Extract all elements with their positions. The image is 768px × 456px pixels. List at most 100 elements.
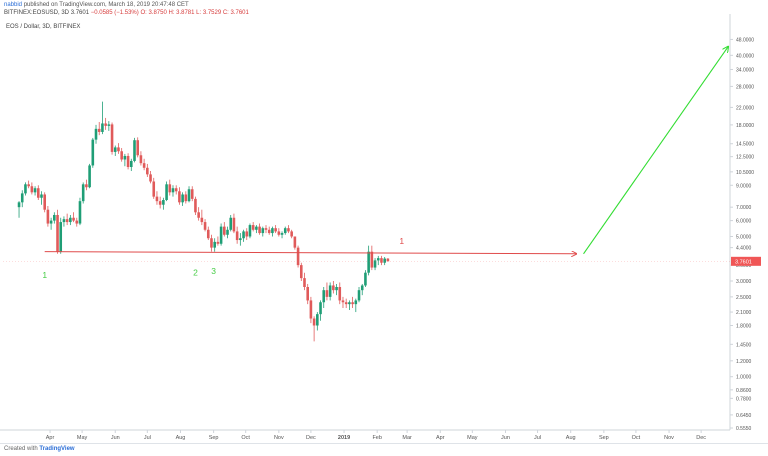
candle-body — [123, 155, 127, 160]
candle-body — [117, 147, 120, 152]
candle — [226, 226, 229, 239]
y-tick-label: 0.5550 — [736, 426, 752, 432]
candle-body — [97, 128, 101, 132]
candle-body — [287, 228, 290, 232]
candle — [316, 312, 319, 331]
candle — [43, 192, 46, 213]
annotation-label-3: 3 — [211, 266, 216, 276]
candle — [267, 226, 271, 235]
candles — [17, 101, 390, 342]
candle-body — [136, 140, 140, 156]
candle — [348, 300, 351, 311]
candle-body — [171, 188, 175, 193]
candle — [354, 298, 358, 313]
y-tick-label: 7.0000 — [736, 205, 752, 211]
candle — [181, 192, 184, 206]
candle — [27, 180, 30, 189]
current-price-label: 3.7601 — [735, 259, 752, 265]
candle — [158, 196, 162, 209]
candle — [338, 282, 342, 305]
candle-body — [258, 226, 261, 234]
candle — [194, 196, 197, 215]
candle — [235, 226, 239, 244]
x-tick-label: 2019 — [338, 435, 350, 441]
publisher-name[interactable]: nabbid — [4, 2, 23, 8]
candle-body — [104, 123, 107, 126]
candle — [197, 207, 200, 221]
candle-body — [40, 194, 43, 198]
symbol-line: BITFINEX:EOSUSD, 3D 3.7601 −0.0585 (−1.5… — [4, 10, 249, 16]
candle — [325, 282, 329, 301]
candle — [277, 228, 281, 237]
candle — [178, 187, 181, 205]
candle-body — [155, 196, 159, 202]
candle — [40, 191, 43, 205]
candle — [117, 143, 120, 154]
candle — [364, 270, 367, 288]
candle-body — [62, 219, 66, 223]
candle — [328, 282, 332, 301]
candle-body — [274, 228, 277, 232]
candle-body — [348, 302, 351, 305]
candle — [30, 182, 34, 195]
annotations: 1 2 3 1 3.7601 — [3, 47, 761, 280]
candle-body — [200, 217, 204, 223]
candle — [165, 181, 168, 202]
projection-arrow — [583, 47, 728, 255]
symbol-name: BITFINEX:EOSUSD, 3D — [4, 10, 70, 16]
x-tick-label: Apr — [436, 435, 445, 441]
candle — [322, 287, 326, 309]
candle — [91, 137, 95, 168]
candle — [203, 219, 207, 232]
candle-body — [197, 212, 200, 218]
candle-body — [91, 139, 95, 166]
candle-body — [299, 265, 303, 279]
candle — [85, 179, 88, 191]
candle-body — [72, 217, 75, 221]
candle — [72, 212, 75, 223]
candle-body — [319, 302, 322, 315]
candle — [146, 163, 149, 177]
x-tick-label: Apr — [46, 435, 55, 441]
candle — [373, 258, 377, 271]
tradingview-logo-text[interactable]: TradingView — [39, 446, 75, 452]
candle — [229, 214, 233, 232]
candle-body — [113, 147, 117, 152]
candle-body — [120, 151, 123, 160]
candle — [383, 257, 386, 266]
candle — [78, 197, 82, 226]
candle — [65, 213, 69, 226]
annotation-label-1: 1 — [42, 270, 47, 280]
candle — [360, 283, 364, 296]
candle — [53, 212, 56, 224]
candle-body — [360, 285, 364, 291]
candle — [239, 233, 242, 246]
candle — [351, 296, 354, 309]
y-tick-label: 2.1000 — [736, 310, 752, 316]
candle — [290, 229, 293, 239]
y-tick-label: 0.7800 — [736, 396, 752, 402]
candle-body — [94, 128, 98, 140]
candle — [223, 222, 226, 237]
x-tick-label: May — [77, 435, 88, 441]
candle-body — [338, 287, 342, 301]
candle-body — [146, 167, 149, 175]
candle — [200, 209, 204, 226]
candle — [386, 258, 390, 262]
support-line — [44, 252, 576, 254]
candle — [75, 217, 79, 227]
created-with: Created with — [4, 446, 38, 452]
candle — [248, 223, 252, 239]
axes: 48.0000 40.0000 34.0000 28.0000 22.0000 18.00… — [0, 14, 754, 441]
candle — [376, 255, 380, 266]
candle-body — [283, 228, 287, 234]
candle — [107, 121, 111, 131]
x-tick-label: Jun — [111, 435, 120, 441]
candle-body — [139, 155, 143, 164]
candle-body — [351, 302, 354, 305]
candle-body — [370, 251, 374, 268]
candle — [81, 182, 85, 204]
candle-body — [181, 194, 184, 203]
y-tick-label: 14.5000 — [736, 142, 754, 148]
